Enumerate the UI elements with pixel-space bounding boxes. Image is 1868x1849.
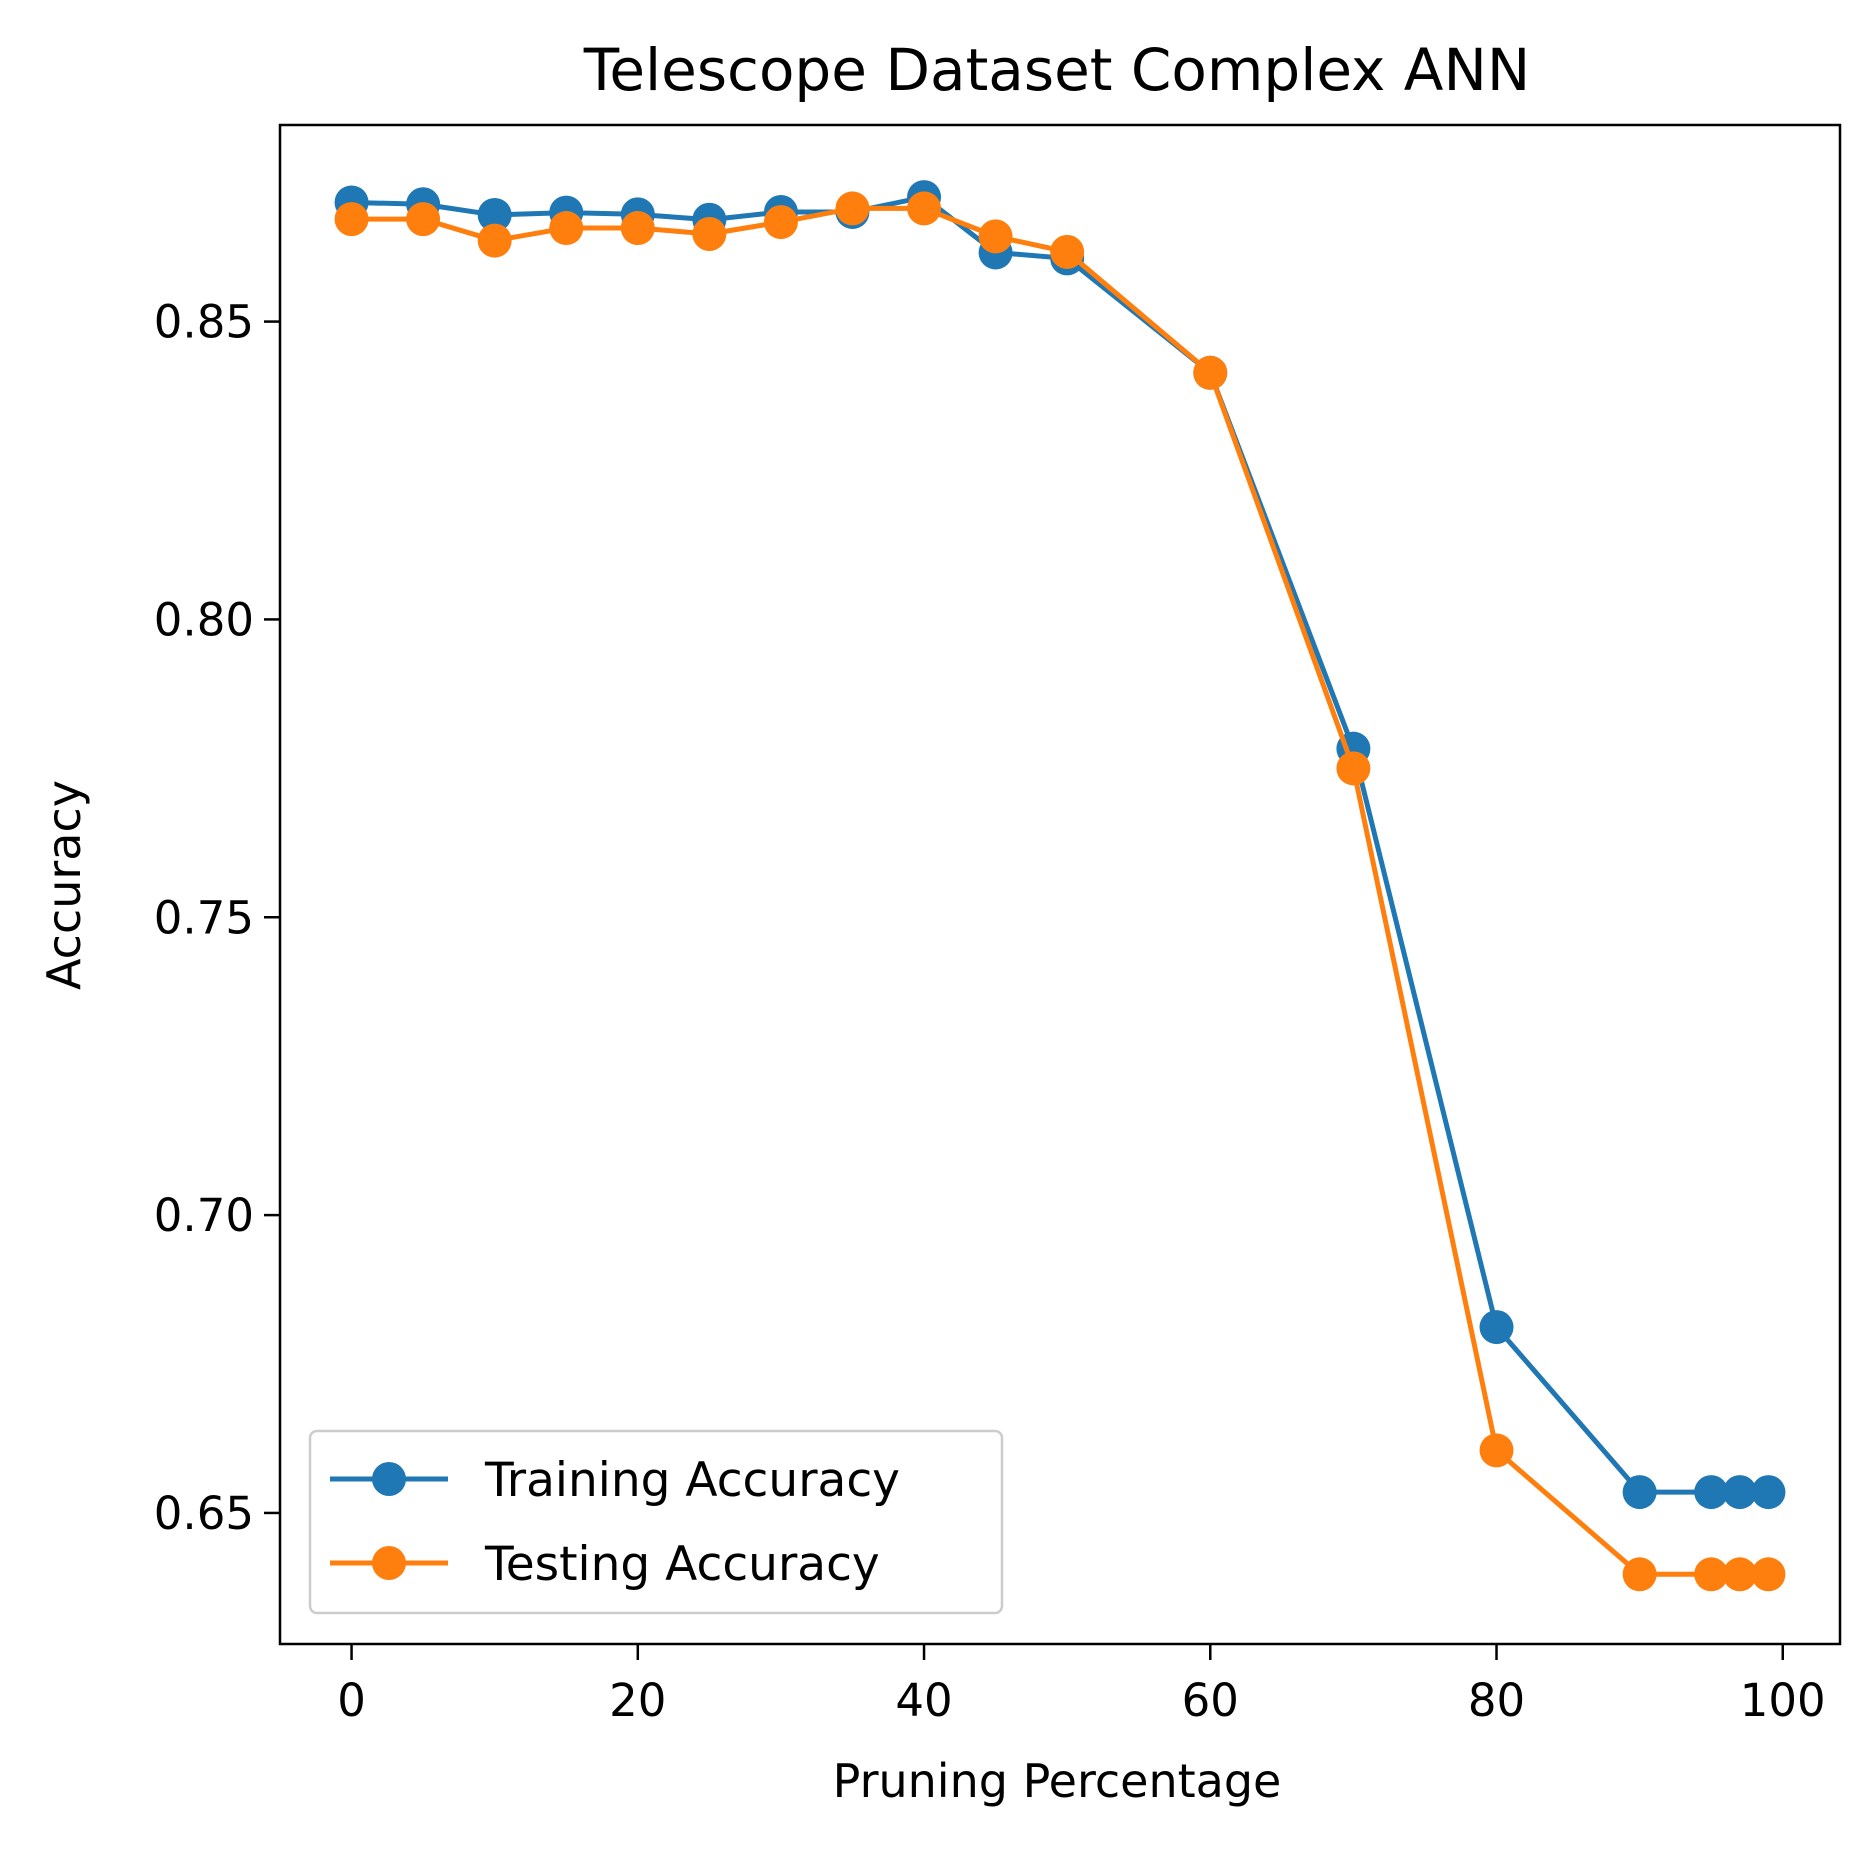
y-tick-label: 0.75 <box>154 891 254 944</box>
y-axis: 0.65 0.70 0.75 0.80 0.85 <box>154 296 280 1540</box>
data-point <box>835 191 870 226</box>
data-point <box>692 217 727 252</box>
legend-marker <box>372 1546 406 1580</box>
data-point <box>477 197 512 232</box>
legend-marker <box>372 1462 406 1496</box>
y-tick-label: 0.80 <box>154 593 254 646</box>
series-testing-accuracy <box>334 191 1786 1592</box>
x-tick-label: 80 <box>1468 1674 1525 1727</box>
data-point <box>1622 1475 1657 1510</box>
chart-title: Telescope Dataset Complex ANN <box>583 36 1530 104</box>
plot-area <box>278 123 1842 1646</box>
x-tick-label: 40 <box>895 1674 952 1727</box>
data-point <box>978 219 1013 254</box>
data-point <box>477 223 512 258</box>
data-point <box>334 202 369 237</box>
data-point <box>1722 1557 1757 1592</box>
data-point <box>549 211 584 246</box>
x-tick-label: 20 <box>609 1674 666 1727</box>
x-axis: 0 20 40 60 80 100 <box>337 1644 1826 1727</box>
data-point <box>1479 1433 1514 1468</box>
data-point <box>406 202 441 237</box>
x-tick-label: 100 <box>1740 1674 1826 1727</box>
x-tick-label: 0 <box>337 1674 366 1727</box>
y-tick-label: 0.85 <box>154 296 254 349</box>
legend-box <box>308 1429 1004 1615</box>
x-tick-label: 60 <box>1182 1674 1239 1727</box>
data-point <box>1694 1475 1729 1510</box>
data-point <box>1336 751 1371 786</box>
data-point <box>763 205 798 240</box>
x-axis-label: Pruning Percentage <box>833 1754 1282 1808</box>
legend-label: Testing Accuracy <box>484 1537 880 1592</box>
legend-item: Training Accuracy <box>330 1453 900 1508</box>
data-point <box>1479 1310 1514 1345</box>
data-point <box>1193 355 1228 390</box>
legend-label: Training Accuracy <box>484 1453 900 1508</box>
data-point <box>1050 234 1085 269</box>
y-tick-label: 0.65 <box>154 1487 254 1540</box>
series-layer <box>334 180 1786 1592</box>
y-tick-label: 0.70 <box>154 1189 254 1242</box>
legend: Training Accuracy Testing Accuracy <box>308 1429 1004 1615</box>
data-point <box>1751 1557 1786 1592</box>
y-axis-label: Accuracy <box>37 780 91 990</box>
data-point <box>1751 1475 1786 1510</box>
data-point <box>1722 1475 1757 1510</box>
data-point <box>620 211 655 246</box>
data-point <box>1694 1557 1729 1592</box>
legend-item: Testing Accuracy <box>330 1537 880 1592</box>
data-point <box>1622 1557 1657 1592</box>
data-point <box>907 191 942 226</box>
